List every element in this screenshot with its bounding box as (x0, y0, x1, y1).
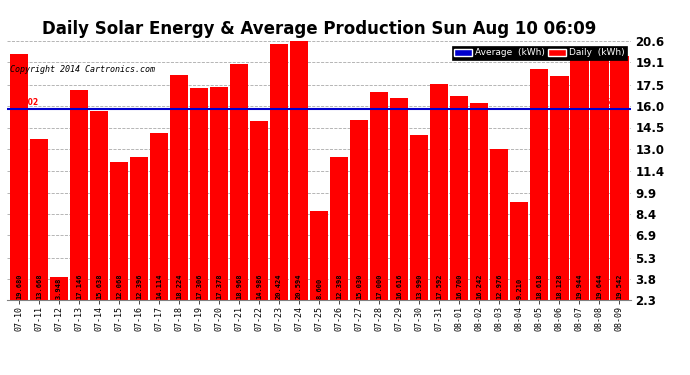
Bar (50, 277, 68, 300)
Bar (70, 90, 88, 300)
Text: 19.644: 19.644 (596, 273, 602, 298)
Bar (330, 157, 348, 300)
Text: 15.802: 15.802 (600, 98, 629, 107)
Text: 3.948: 3.948 (56, 278, 62, 298)
Text: 16.242: 16.242 (476, 273, 482, 298)
Text: 18.618: 18.618 (536, 273, 542, 298)
Legend: Average  (kWh), Daily  (kWh): Average (kWh), Daily (kWh) (452, 46, 627, 60)
Bar (30, 139, 48, 300)
Bar (230, 64, 248, 300)
Bar (450, 96, 469, 300)
Text: 19.680: 19.680 (16, 273, 22, 298)
Bar (290, 41, 308, 300)
Bar (10, 54, 28, 300)
Text: 18.968: 18.968 (236, 273, 242, 298)
Text: 15.802: 15.802 (9, 98, 38, 107)
Text: 14.114: 14.114 (156, 273, 162, 298)
Text: 19.944: 19.944 (576, 273, 582, 298)
Bar (610, 56, 629, 300)
Bar (370, 92, 388, 300)
Bar (350, 120, 368, 300)
Text: 19.542: 19.542 (616, 273, 622, 298)
Text: 13.990: 13.990 (416, 273, 422, 298)
Bar (410, 135, 428, 300)
Bar (510, 202, 529, 300)
Text: 20.424: 20.424 (276, 273, 282, 298)
Bar (310, 211, 328, 300)
Text: 14.986: 14.986 (256, 273, 262, 298)
Bar (150, 133, 168, 300)
Text: 18.224: 18.224 (176, 273, 182, 298)
Title: Daily Solar Energy & Average Production Sun Aug 10 06:09: Daily Solar Energy & Average Production … (42, 20, 596, 38)
Bar (550, 76, 569, 300)
Text: 15.638: 15.638 (96, 273, 102, 298)
Bar (270, 44, 288, 300)
Bar (130, 157, 148, 300)
Text: 20.594: 20.594 (296, 273, 302, 298)
Text: 9.210: 9.210 (516, 278, 522, 298)
Text: 12.068: 12.068 (116, 273, 122, 298)
Text: 12.976: 12.976 (496, 273, 502, 298)
Text: 16.700: 16.700 (456, 273, 462, 298)
Bar (570, 51, 589, 300)
Bar (90, 111, 108, 300)
Bar (210, 87, 228, 300)
Bar (470, 103, 489, 300)
Text: 17.592: 17.592 (436, 273, 442, 298)
Bar (110, 162, 128, 300)
Bar (490, 149, 509, 300)
Bar (530, 69, 549, 300)
Text: Copyright 2014 Cartronics.com: Copyright 2014 Cartronics.com (10, 64, 155, 74)
Bar (190, 88, 208, 300)
Text: 15.030: 15.030 (356, 273, 362, 298)
Text: 12.396: 12.396 (136, 273, 142, 298)
Text: 12.398: 12.398 (336, 273, 342, 298)
Text: 17.146: 17.146 (76, 273, 82, 298)
Bar (590, 55, 609, 300)
Text: 16.616: 16.616 (396, 273, 402, 298)
Text: 17.378: 17.378 (216, 273, 222, 298)
Text: 13.668: 13.668 (36, 273, 42, 298)
Text: 8.600: 8.600 (316, 278, 322, 298)
Text: 18.128: 18.128 (556, 273, 562, 298)
Text: 17.306: 17.306 (196, 273, 202, 298)
Text: 17.000: 17.000 (376, 273, 382, 298)
Bar (430, 84, 448, 300)
Bar (390, 98, 408, 300)
Bar (170, 75, 188, 300)
Bar (250, 121, 268, 300)
